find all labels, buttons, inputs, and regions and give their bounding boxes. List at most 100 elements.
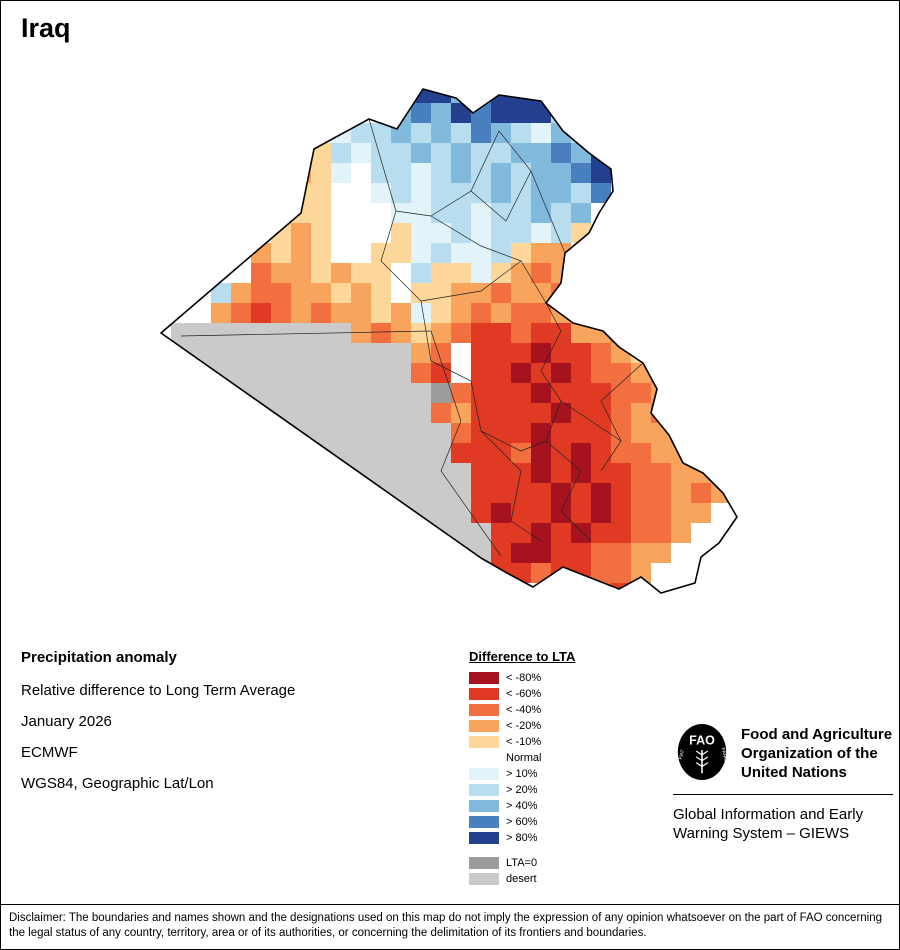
map-cell: [651, 483, 671, 503]
map-cell: [491, 223, 511, 243]
map-cell: [331, 283, 351, 303]
map-cell: [551, 143, 571, 163]
map-cell: [351, 303, 371, 323]
map-cell: [371, 123, 391, 143]
map-cell: [471, 89, 491, 103]
map-cell: [331, 403, 351, 423]
map-cell: [631, 543, 651, 563]
fao-block: FAO FIAT PANIS Food and Agriculture Orga…: [673, 723, 893, 843]
map-cell: [551, 383, 571, 403]
legend-swatch: [469, 767, 499, 780]
map-cell: [431, 423, 451, 443]
map-cell: [691, 503, 711, 523]
map-cell: [211, 463, 231, 483]
map-cell: [451, 463, 471, 483]
map-cell: [491, 263, 511, 283]
map-cell: [511, 483, 531, 503]
legend-label: < -10%: [506, 735, 542, 748]
map-cell: [531, 163, 551, 183]
map-cell: [511, 203, 531, 223]
map-cell: [271, 223, 291, 243]
map-cell: [251, 303, 271, 323]
map-cell: [511, 363, 531, 383]
map-cell: [551, 323, 571, 343]
map-cell: [231, 283, 251, 303]
map-cell: [351, 423, 371, 443]
map-cell: [351, 223, 371, 243]
map-cell: [451, 323, 471, 343]
map-cell: [351, 203, 371, 223]
map-cell: [611, 523, 631, 543]
map-cell: [451, 503, 471, 523]
map-cell: [331, 143, 351, 163]
map-cell: [451, 183, 471, 203]
map-cell: [391, 123, 411, 143]
map-cell: [171, 383, 191, 403]
map-cell: [451, 483, 471, 503]
map-cell: [511, 123, 531, 143]
map-cell: [511, 343, 531, 363]
map-cell: [331, 163, 351, 183]
map-cell: [311, 283, 331, 303]
map-cell: [161, 403, 171, 423]
map-cell: [251, 343, 271, 363]
map-cell: [411, 223, 431, 243]
map-cell: [531, 123, 551, 143]
legend-item: < -60%: [469, 687, 575, 700]
map-cell: [631, 563, 651, 583]
map-cell: [331, 223, 351, 243]
map-cell: [371, 283, 391, 303]
admin-boundaries: [180, 118, 644, 557]
map-cell: [531, 343, 551, 363]
map-cell: [591, 463, 611, 483]
map-cell: [191, 403, 211, 423]
map-cell: [591, 563, 611, 583]
map-cell: [331, 203, 351, 223]
map-cell: [291, 463, 311, 483]
map-cell: [491, 423, 511, 443]
map-cell: [311, 483, 331, 503]
map-cell: [231, 463, 251, 483]
map-cell: [531, 443, 551, 463]
map-cell: [351, 163, 371, 183]
map-cell: [161, 463, 171, 483]
map-cell: [161, 503, 171, 523]
map-cell: [431, 503, 451, 523]
map-cell: [231, 543, 251, 563]
map-cell: [311, 183, 331, 203]
map-cell: [551, 523, 571, 543]
map-cell: [431, 89, 451, 103]
map-cell: [451, 403, 471, 423]
info-heading: Precipitation anomaly: [21, 649, 177, 666]
map-cell: [651, 523, 671, 543]
map-cell: [291, 543, 311, 563]
map-cell: [311, 543, 331, 563]
map-cell: [571, 423, 591, 443]
map-cell: [171, 483, 191, 503]
map-cell: [331, 183, 351, 203]
legend-label: LTA=0: [506, 856, 538, 869]
map-cell: [231, 303, 251, 323]
map-cell: [161, 363, 171, 383]
map-cell: [431, 303, 451, 323]
map-cell: [511, 463, 531, 483]
map-cell: [161, 443, 171, 463]
map-cell: [631, 523, 651, 543]
map-cell: [291, 303, 311, 323]
map-cell: [511, 543, 531, 563]
map-cell: [371, 263, 391, 283]
map-cell: [571, 323, 591, 343]
map-cell: [551, 403, 571, 423]
map-cell: [511, 423, 531, 443]
map-cell: [491, 283, 511, 303]
map-cell: [531, 263, 551, 283]
map-cell: [371, 423, 391, 443]
map-cell: [651, 503, 671, 523]
map-cell: [651, 543, 671, 563]
map-cell: [191, 443, 211, 463]
map-cell: [251, 363, 271, 383]
map-cell: [311, 363, 331, 383]
map-cell: [391, 223, 411, 243]
map-cell: [211, 543, 231, 563]
map-cell: [391, 323, 411, 343]
